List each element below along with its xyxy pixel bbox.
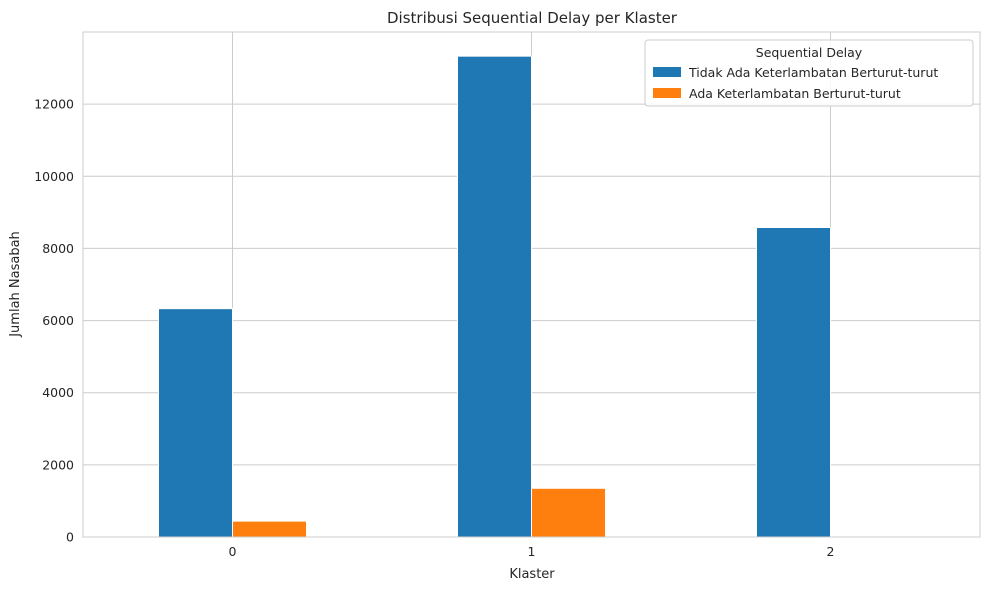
bar-series-1-category-1 <box>531 487 606 538</box>
bar-series-0-category-1 <box>457 55 532 538</box>
legend-title: Sequential Delay <box>756 45 863 60</box>
legend-box <box>644 39 974 107</box>
plot-frame <box>82 31 981 538</box>
legend-swatch-series-0 <box>653 67 681 77</box>
legend-label-series-0: Tidak Ada Keterlambatan Berturut-turut <box>688 65 938 80</box>
legend: Sequential Delay Tidak Ada Keterlambatan… <box>644 39 974 107</box>
legend-label-series-1: Ada Keterlambatan Berturut-turut <box>689 86 901 101</box>
y-tick-label: 10000 <box>34 169 74 184</box>
y-tick-label: 4000 <box>42 385 74 400</box>
y-tick-label: 12000 <box>34 97 74 112</box>
y-tick-label: 2000 <box>42 457 74 472</box>
x-axis-label: Klaster <box>509 567 555 582</box>
chart-title: Distribusi Sequential Delay per Klaster <box>387 9 678 27</box>
bar-series-0-category-2 <box>756 227 831 538</box>
y-axis-label: Jumlah Nasabah <box>8 231 23 338</box>
x-tick-label: 1 <box>528 544 536 559</box>
y-tick-label: 6000 <box>42 313 74 328</box>
x-tick-label: 0 <box>229 544 237 559</box>
y-tick-label: 8000 <box>42 241 74 256</box>
x-tick-label: 2 <box>827 544 835 559</box>
bar-series-0-category-0 <box>158 308 233 538</box>
y-tick-label: 0 <box>66 530 74 545</box>
bar-series-1-category-0 <box>232 520 307 538</box>
tick-layer: 0 2000 4000 6000 8000 10000 12000 0 1 2 <box>34 97 834 559</box>
legend-swatch-series-1 <box>653 88 681 98</box>
